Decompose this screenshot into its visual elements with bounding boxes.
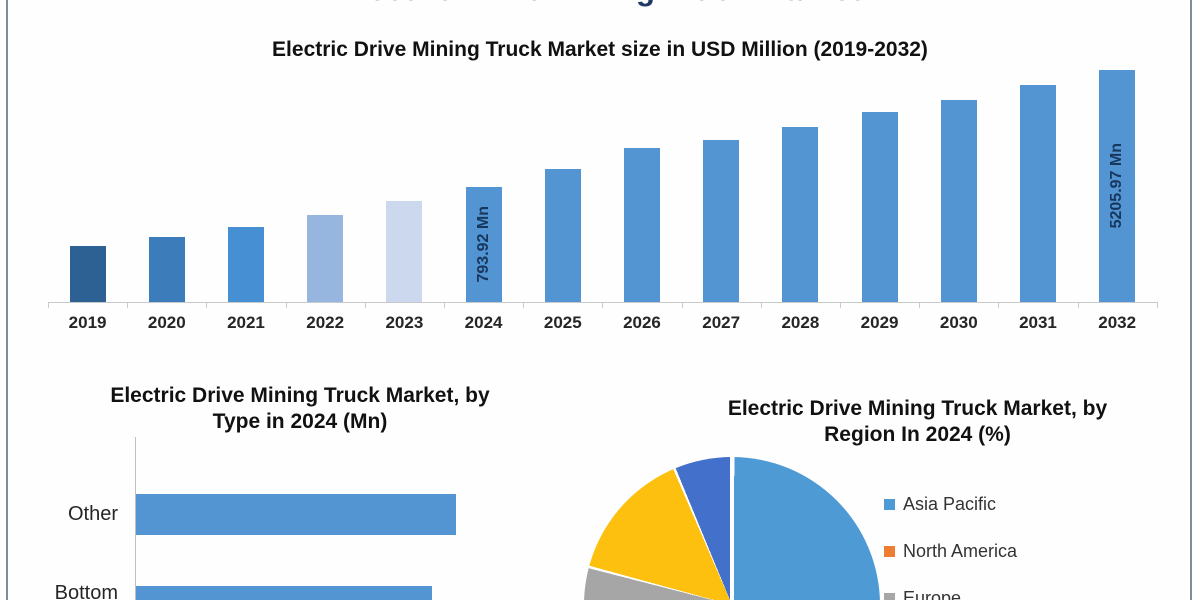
region-chart-title-line1: Electric Drive Mining Truck Market, by [727, 397, 1108, 420]
x-tick-label-2028: 2028 [781, 313, 820, 332]
x-tick-label-2031: 2031 [1019, 313, 1057, 332]
type-chart-title-line1: Electric Drive Mining Truck Market, by [110, 384, 490, 407]
legend-item-north-america: North America [884, 540, 1017, 562]
x-tick-label-2030: 2030 [939, 313, 978, 332]
x-tick-label-2027: 2027 [702, 313, 741, 332]
bar-2031 [1020, 85, 1056, 302]
x-axis-tick [285, 302, 287, 308]
type-category-label-other: Other [67, 503, 118, 525]
x-axis-tick [681, 302, 683, 308]
x-tick-label-2024: 2024 [464, 313, 503, 332]
bar-value-label-2024: 793.92 Mn [466, 187, 502, 302]
type-category-label-bottom: Bottom [54, 582, 118, 600]
x-tick-label-2019: 2019 [68, 313, 107, 332]
bar-2027 [703, 140, 740, 302]
x-axis-tick [206, 302, 208, 308]
x-axis-tick [840, 302, 841, 308]
bar-2029 [861, 112, 898, 302]
type-bar-bottom [136, 586, 432, 600]
bar-2021 [228, 227, 264, 302]
bar-value-text: 5205.97 Mn [1108, 143, 1126, 229]
legend-label: Europe [903, 587, 962, 600]
x-axis-tick [602, 302, 604, 308]
type-chart-title: Electric Drive Mining Truck Market, by T… [20, 383, 580, 435]
legend-label: Asia Pacific [903, 493, 997, 514]
bar-2028 [782, 127, 819, 302]
x-tick-label-2021: 2021 [227, 313, 265, 332]
x-tick-label-2025: 2025 [543, 313, 582, 332]
x-tick-label-2023: 2023 [385, 313, 424, 332]
x-axis-tick [760, 302, 762, 308]
page-title: Electric Drive Mining Truck Market [0, 0, 1200, 6]
bar-2020 [148, 237, 185, 302]
x-axis-tick [127, 302, 129, 308]
legend-item-europe: Europe [884, 587, 961, 600]
region-chart-title-line2: Region In 2024 (%) [824, 423, 1011, 446]
bar-2025 [544, 169, 581, 302]
bar-value-text: 793.92 Mn [474, 206, 492, 283]
region-chart-title: Electric Drive Mining Truck Market, by R… [645, 396, 1190, 448]
bar-2032 [1099, 70, 1136, 302]
x-axis-tick [1077, 302, 1079, 308]
x-axis-tick [523, 302, 525, 308]
x-tick-label-2022: 2022 [306, 313, 345, 332]
bar-2019 [69, 246, 106, 302]
type-chart-title-line2: Type in 2024 (Mn) [212, 410, 388, 433]
bar-2030 [940, 100, 977, 302]
bar-2022 [307, 215, 344, 302]
legend-swatch-europe [884, 592, 895, 600]
x-axis-tick [919, 302, 921, 308]
x-axis-tick [364, 302, 366, 308]
bar-2024 [465, 187, 502, 302]
type-bar-other [136, 494, 456, 535]
x-axis-tick [444, 302, 445, 308]
legend-label: North America [903, 540, 1018, 561]
bar-value-label-2032: 5205.97 Mn [1099, 70, 1135, 302]
legend-swatch-asia-pacific [884, 498, 895, 510]
x-axis-tick [48, 302, 49, 308]
x-tick-label-2032: 2032 [1098, 313, 1137, 332]
bar-2026 [624, 148, 660, 302]
x-tick-label-2026: 2026 [623, 313, 661, 332]
bar-2023 [386, 201, 423, 302]
x-axis-tick [1156, 302, 1158, 308]
x-axis-tick [998, 302, 1000, 308]
legend-swatch-north-america [884, 545, 895, 557]
bar-chart-title: Electric Drive Mining Truck Market size … [272, 38, 928, 61]
type-chart-y-axis [135, 437, 136, 600]
x-tick-label-2020: 2020 [147, 313, 186, 332]
legend-item-asia-pacific: Asia Pacific [884, 493, 996, 515]
pie-top-separator [730, 457, 734, 600]
x-tick-label-2029: 2029 [860, 313, 899, 332]
